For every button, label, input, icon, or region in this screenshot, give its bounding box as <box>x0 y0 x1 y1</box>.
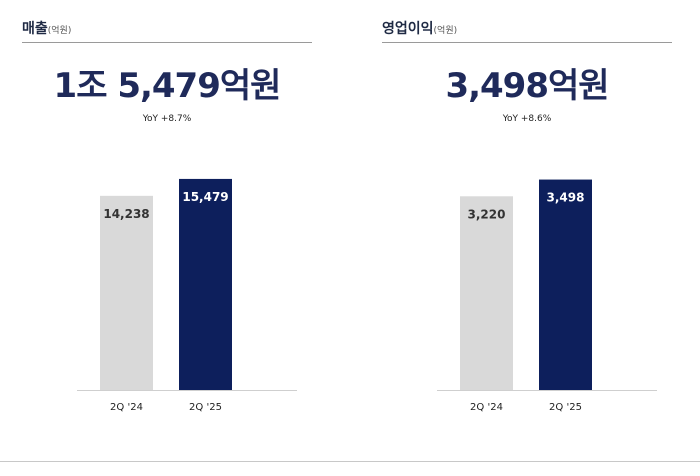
operating-profit-panel: 영업이익(억원) 3,498억원 YoY +8.6% 3,220 2Q '24 3,… <box>382 0 672 476</box>
panel-header: 매출(억원) <box>22 18 312 43</box>
x-tick-label: 2Q '25 <box>549 402 582 413</box>
headline-value: 1조 5,479억원 <box>53 66 282 106</box>
bar-value-label: 15,479 <box>182 190 228 204</box>
operating-profit-chart-svg: 3,220 2Q '24 3,498 2Q '25 <box>437 179 657 413</box>
panel-unit: (억원) <box>433 26 458 36</box>
bar-2q-24 <box>460 196 513 390</box>
headline-value: 3,498억원 <box>445 66 609 106</box>
revenue-panel: 매출(억원) 1조 5,479억원 YoY +8.7% 14,238 2Q '24… <box>22 0 312 476</box>
panel-title: 영업이익 <box>382 21 434 37</box>
bar-value-label: 3,498 <box>547 191 585 205</box>
bar-2q-25 <box>179 178 232 390</box>
x-tick-label: 2Q '24 <box>110 402 143 413</box>
yoy-label: YoY +8.6% <box>502 114 552 124</box>
footer-divider <box>0 461 700 462</box>
x-tick-label: 2Q '25 <box>189 402 222 413</box>
revenue-chart: 14,238 2Q '24 15,479 2Q '25 <box>77 150 297 420</box>
bar-value-label: 14,238 <box>103 207 149 221</box>
revenue-chart-svg: 14,238 2Q '24 15,479 2Q '25 <box>77 178 297 413</box>
panel-title: 매출 <box>22 21 48 37</box>
bar-2q-24 <box>100 195 153 390</box>
bar-value-label: 3,220 <box>468 207 506 221</box>
panel-header: 영업이익(억원) <box>382 18 672 43</box>
bar-2q-25 <box>539 179 592 390</box>
yoy-label: YoY +8.7% <box>142 114 192 124</box>
operating-profit-chart: 3,220 2Q '24 3,498 2Q '25 <box>437 150 657 420</box>
x-tick-label: 2Q '24 <box>470 402 503 413</box>
panel-unit: (억원) <box>47 26 72 36</box>
